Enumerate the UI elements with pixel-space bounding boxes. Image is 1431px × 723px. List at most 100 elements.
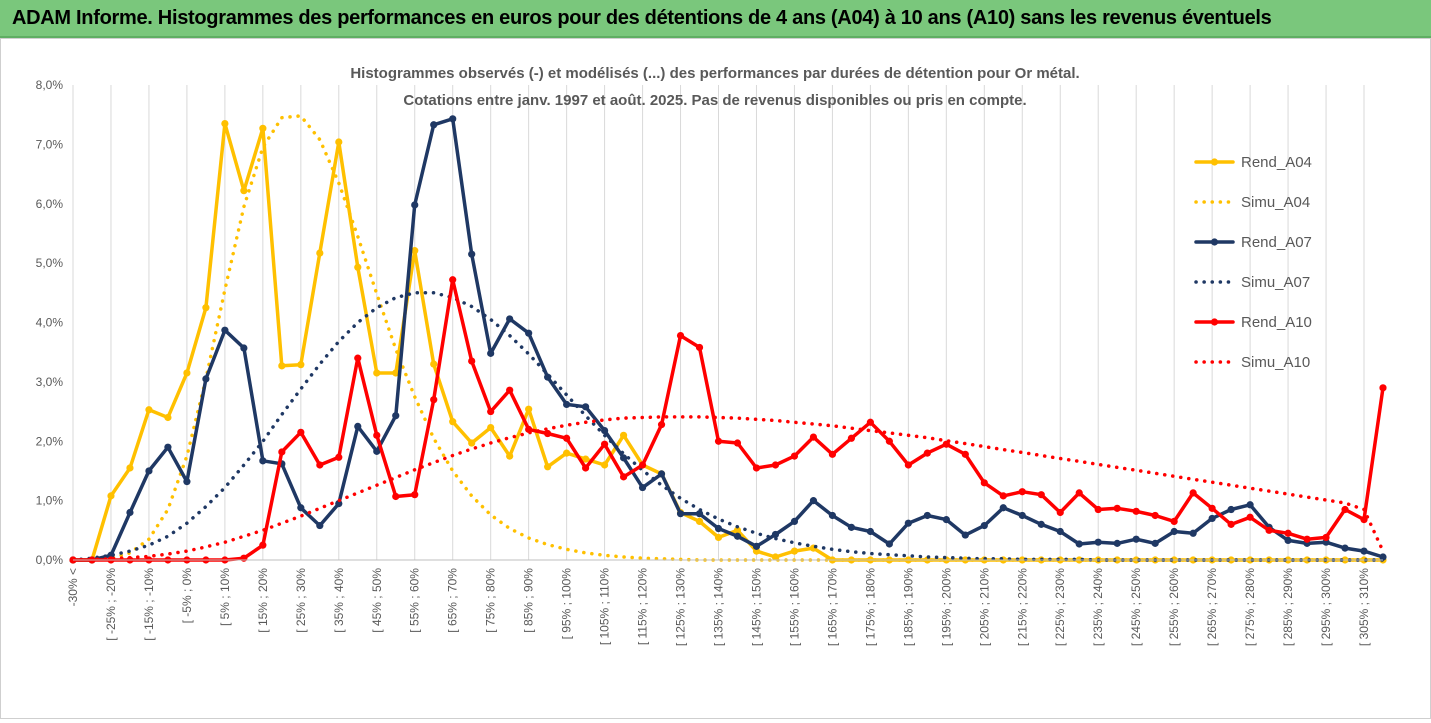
data-point	[885, 437, 893, 445]
x-tick-label: [ 305% ; 310%	[1357, 568, 1371, 646]
x-tick-label: [ 55% ; 60%	[408, 568, 422, 633]
series-line-rend-a04	[71, 121, 1385, 562]
x-tick-label: [ 95% ; 100%	[560, 568, 574, 640]
data-point	[1246, 513, 1254, 521]
data-point	[392, 369, 400, 377]
x-tick-label: [ 45% ; 50%	[370, 568, 384, 633]
data-point	[563, 400, 571, 409]
data-point	[733, 526, 742, 534]
data-point	[335, 138, 343, 146]
data-point	[695, 510, 704, 518]
data-point	[752, 464, 761, 472]
grid-layer	[72, 85, 1365, 560]
data-point	[335, 453, 343, 461]
legend-item-simu-a04: Simu_A04	[1194, 194, 1310, 211]
data-point	[297, 504, 305, 512]
x-tick-label: [ 185% ; 190%	[901, 568, 915, 646]
x-tick-label: [ 165% ; 170%	[825, 568, 839, 646]
data-point	[961, 450, 969, 458]
data-point	[1170, 527, 1178, 536]
data-point	[1094, 505, 1102, 514]
data-point	[1056, 527, 1064, 536]
legend-label: Simu_A10	[1241, 354, 1310, 371]
data-point	[1208, 504, 1216, 512]
y-tick-label: 5,0%	[36, 256, 64, 270]
data-point	[107, 492, 115, 500]
data-point	[430, 121, 438, 129]
y-tick-label: 0,0%	[36, 553, 64, 567]
x-tick-label: -30% <	[66, 568, 80, 606]
data-point	[1113, 539, 1121, 547]
data-point	[657, 470, 666, 478]
data-point	[297, 361, 305, 369]
legend: Rend_A04 Simu_A04 Rend_A07 Simu_A07 Rend_A10…	[1194, 154, 1312, 371]
data-point	[847, 523, 856, 531]
data-point	[771, 461, 780, 469]
data-point	[582, 464, 590, 472]
data-point	[714, 524, 723, 533]
data-point	[582, 403, 590, 411]
data-point	[980, 479, 988, 487]
data-point	[619, 473, 628, 481]
data-point	[392, 412, 400, 420]
legend-marker	[1210, 318, 1219, 326]
data-point	[657, 421, 666, 429]
x-tick-label: [ 245% ; 250%	[1129, 568, 1143, 646]
data-point	[809, 497, 818, 505]
x-tick-label: [ 195% ; 200%	[939, 568, 953, 646]
data-point	[278, 448, 286, 456]
data-point	[676, 331, 685, 340]
y-tick-label: 8,0%	[36, 78, 64, 92]
data-point	[1018, 488, 1026, 496]
data-point	[1341, 505, 1349, 514]
legend-label: Rend_A10	[1241, 314, 1312, 331]
header-banner: ADAM Informe. Histogrammes des performan…	[0, 0, 1431, 38]
data-point	[240, 187, 248, 195]
data-point	[297, 428, 305, 436]
data-point	[145, 406, 153, 414]
legend-marker	[1210, 158, 1219, 166]
data-point	[487, 407, 495, 416]
legend-label: Rend_A07	[1241, 234, 1312, 251]
data-point	[1151, 539, 1159, 547]
data-point	[1037, 491, 1045, 499]
data-point	[1075, 540, 1083, 548]
x-tick-label: [ 285% ; 290%	[1281, 568, 1295, 646]
x-tick-label: [ -5% ; 0%	[180, 568, 194, 624]
data-point	[1360, 547, 1368, 555]
data-point	[1227, 505, 1235, 514]
data-point	[373, 369, 381, 377]
x-tick-label: [ 255% ; 260%	[1167, 568, 1181, 646]
data-point	[904, 461, 912, 469]
data-point	[164, 443, 172, 451]
data-point	[563, 434, 571, 442]
data-point	[525, 329, 533, 337]
data-point	[335, 499, 343, 508]
x-tick-label: [ 105% ; 110%	[598, 568, 612, 645]
y-tick-label: 3,0%	[36, 375, 64, 389]
data-point	[600, 440, 609, 448]
data-point	[316, 461, 324, 469]
data-point	[714, 533, 723, 542]
data-point	[695, 343, 704, 352]
data-point	[126, 508, 134, 517]
legend-label: Rend_A04	[1241, 154, 1312, 171]
data-point	[259, 457, 267, 465]
data-point	[1379, 384, 1387, 392]
data-point	[1284, 529, 1292, 537]
data-point	[145, 467, 153, 475]
x-tick-label: [ 215% ; 220%	[1015, 568, 1029, 646]
data-point	[923, 511, 931, 520]
data-point	[1056, 508, 1064, 517]
data-point	[240, 554, 248, 562]
data-point	[506, 315, 514, 323]
data-point	[1284, 536, 1292, 545]
series-layer	[69, 114, 1387, 564]
chart-subtitle: Cotations entre janv. 1997 et août. 2025…	[403, 92, 1026, 109]
chart-frame: 0,0% 1,0% 2,0% 3,0% 4,0% 5,0% 6,0% 7,0% 8,0% -30%…	[0, 38, 1431, 719]
data-point	[1303, 535, 1311, 543]
y-tick-label: 4,0%	[36, 316, 64, 330]
data-point	[942, 516, 950, 524]
data-point	[1094, 538, 1102, 546]
data-point	[1075, 489, 1083, 497]
